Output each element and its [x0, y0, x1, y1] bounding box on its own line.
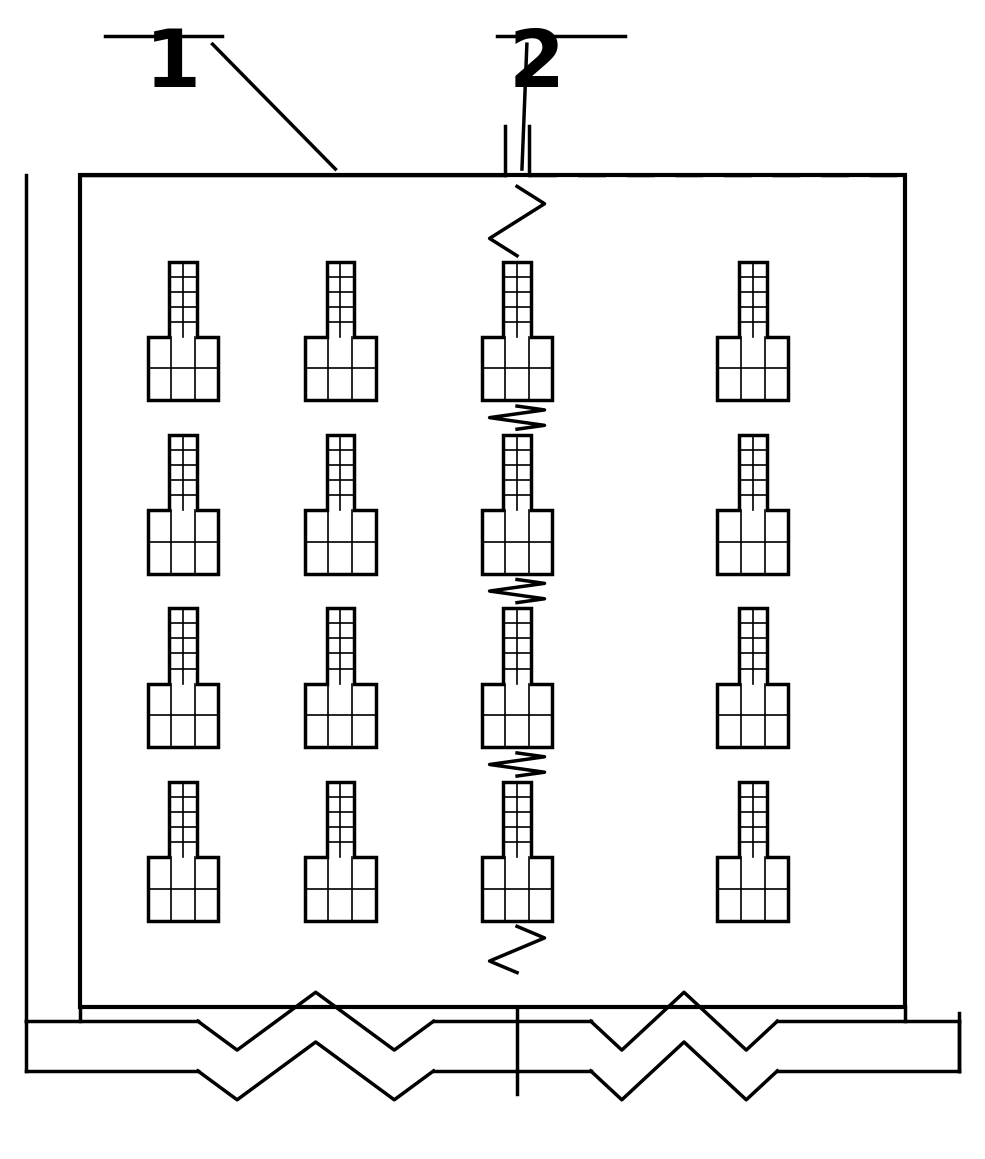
Bar — [80, 175, 905, 1007]
Text: 2: 2 — [508, 25, 564, 104]
Text: 1: 1 — [145, 25, 201, 104]
